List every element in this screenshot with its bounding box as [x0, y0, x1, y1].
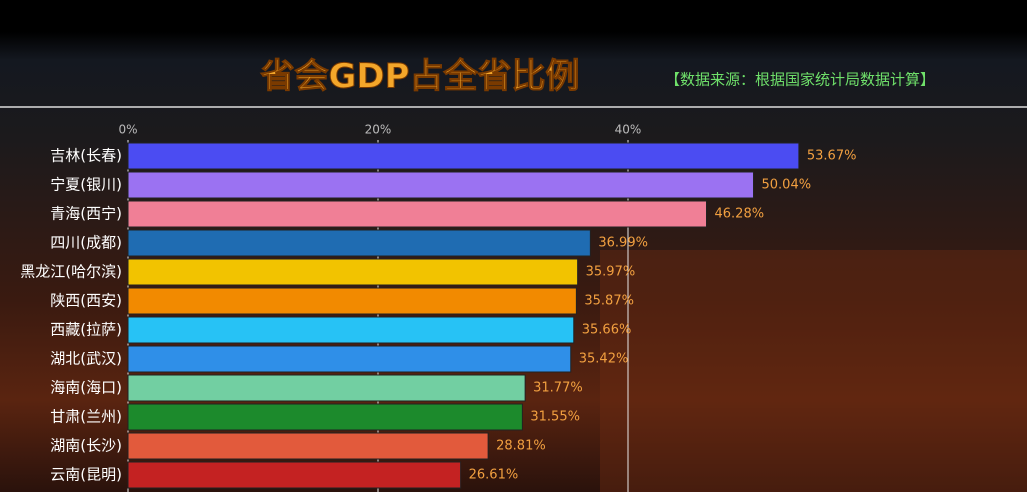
value-label: 28.81%	[496, 439, 546, 454]
bar	[127, 229, 591, 257]
bar	[127, 142, 800, 170]
x-tick-label: 40%	[615, 123, 642, 137]
value-label: 36.99%	[598, 236, 648, 251]
bar	[127, 200, 707, 228]
y-tick-label: 四川(成都)	[50, 234, 122, 252]
value-label: 35.97%	[586, 265, 636, 280]
y-tick-label: 湖南(长沙)	[50, 437, 122, 455]
bar	[127, 345, 572, 373]
value-label: 31.55%	[530, 410, 580, 425]
y-tick-label: 西藏(拉萨)	[50, 321, 122, 339]
bar	[127, 316, 575, 344]
bar	[127, 461, 462, 489]
bar	[127, 403, 523, 431]
bar	[127, 432, 489, 460]
value-label: 35.42%	[579, 352, 629, 367]
bar	[127, 171, 754, 199]
y-tick-label: 陕西(西安)	[50, 292, 122, 310]
chart-subtitle: 【数据来源：根据国家统计局数据计算】	[665, 71, 935, 89]
value-label: 35.66%	[582, 323, 632, 338]
x-tick-label: 0%	[118, 123, 137, 137]
bar	[127, 287, 577, 315]
value-label: 31.77%	[533, 381, 583, 396]
background-glow	[600, 250, 1027, 492]
value-label: 50.04%	[762, 178, 812, 193]
value-label: 53.67%	[807, 149, 857, 164]
y-tick-label: 宁夏(银川)	[50, 176, 122, 194]
y-tick-label: 黑龙江(哈尔滨)	[20, 263, 122, 281]
y-tick-label: 海南(海口)	[50, 379, 122, 397]
y-tick-label: 云南(昆明)	[50, 466, 122, 484]
value-label: 46.28%	[715, 207, 765, 222]
bar	[127, 258, 579, 286]
value-label: 35.87%	[584, 294, 634, 309]
y-tick-label: 湖北(武汉)	[50, 350, 122, 368]
x-tick-label: 20%	[365, 123, 392, 137]
value-label: 26.61%	[469, 468, 519, 483]
y-tick-label: 甘肃(兰州)	[50, 408, 122, 426]
y-tick-label: 吉林(长春)	[50, 147, 122, 165]
chart-title: 省会GDP占全省比例	[260, 57, 579, 97]
bar	[127, 374, 526, 402]
y-tick-label: 青海(西宁)	[50, 205, 122, 223]
